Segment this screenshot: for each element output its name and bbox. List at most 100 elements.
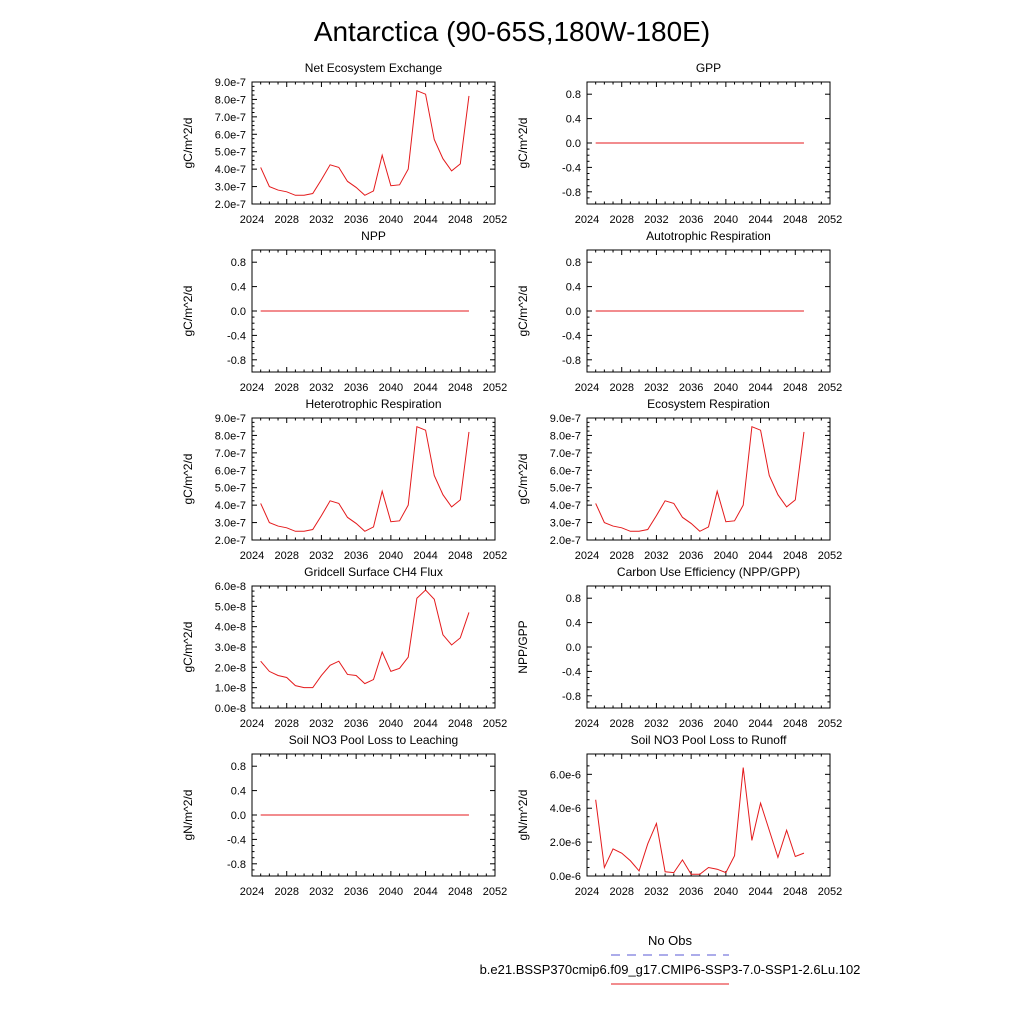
y-tick-label: 0.0 <box>231 810 246 822</box>
x-tick-label: 2028 <box>609 718 633 730</box>
x-tick-label: 2052 <box>483 886 507 898</box>
y-tick-label: -0.4 <box>562 162 581 174</box>
x-tick-label: 2036 <box>679 886 703 898</box>
y-tick-label: 0.8 <box>231 257 246 269</box>
y-tick-label: -0.4 <box>227 834 246 846</box>
y-tick-label: 0.0 <box>566 138 581 150</box>
y-tick-label: 0.8 <box>566 257 581 269</box>
x-tick-label: 2052 <box>818 382 842 394</box>
plot-frame <box>251 585 496 709</box>
x-tick-label: 2052 <box>818 718 842 730</box>
x-tick-label: 2024 <box>240 886 264 898</box>
y-tick-label: 0.4 <box>231 282 246 294</box>
panel-title: Gridcell Surface CH4 Flux <box>304 565 443 579</box>
x-tick-label: 2052 <box>818 214 842 226</box>
y-tick-label: 0.0 <box>566 642 581 654</box>
y-tick-label: 0.0e-6 <box>550 871 581 883</box>
y-tick-label: 0.0 <box>231 306 246 318</box>
y-axis-label: gC/m^2/d <box>181 622 195 673</box>
x-tick-label: 2044 <box>748 718 772 730</box>
y-tick-label: 0.4 <box>231 786 246 798</box>
panel-net-ecosystem-exchange: Net Ecosystem Exchange gC/m^2/d 2024 2028 20… <box>181 61 507 226</box>
panel-title: NPP <box>361 229 386 243</box>
x-tick-label: 2048 <box>448 718 472 730</box>
y-tick-label: 0.0 <box>566 306 581 318</box>
panel-title: Soil NO3 Pool Loss to Runoff <box>631 733 788 747</box>
y-axis-label: gN/m^2/d <box>516 790 530 841</box>
panel-heterotrophic-respiration: Heterotrophic Respiration gC/m^2/d 2024 202… <box>181 397 507 562</box>
y-tick-label: 0.0e-8 <box>215 703 246 715</box>
y-tick-label: -0.8 <box>227 859 246 871</box>
x-tick-label: 2032 <box>309 382 333 394</box>
x-tick-label: 2040 <box>714 550 738 562</box>
x-tick-label: 2032 <box>644 214 668 226</box>
series-line-1 <box>595 767 805 875</box>
y-tick-label: 0.4 <box>566 618 581 630</box>
x-tick-label: 2044 <box>413 886 437 898</box>
plot-frame <box>586 417 831 541</box>
y-tick-label: -0.4 <box>562 330 581 342</box>
x-tick-label: 2028 <box>274 886 298 898</box>
x-tick-label: 2044 <box>413 718 437 730</box>
x-tick-label: 2028 <box>609 886 633 898</box>
x-tick-label: 2040 <box>714 382 738 394</box>
y-tick-label: 4.0e-7 <box>215 500 246 512</box>
y-tick-label: 5.0e-8 <box>215 601 246 613</box>
y-tick-label: 6.0e-6 <box>550 769 581 781</box>
x-tick-label: 2028 <box>274 382 298 394</box>
y-tick-label: 3.0e-7 <box>550 518 581 530</box>
x-tick-label: 2032 <box>309 886 333 898</box>
x-tick-label: 2032 <box>309 550 333 562</box>
x-tick-label: 2048 <box>783 550 807 562</box>
y-tick-label: 2.0e-7 <box>215 535 246 547</box>
x-tick-label: 2040 <box>379 214 403 226</box>
series-line-1 <box>260 426 470 532</box>
panel-title: Autotrophic Respiration <box>646 229 771 243</box>
y-tick-label: 0.4 <box>566 282 581 294</box>
x-tick-label: 2048 <box>783 382 807 394</box>
plot-frame <box>586 753 831 877</box>
y-tick-label: 0.8 <box>566 89 581 101</box>
y-tick-label: 3.0e-7 <box>215 518 246 530</box>
y-tick-label: -0.8 <box>562 187 581 199</box>
x-tick-label: 2040 <box>714 886 738 898</box>
x-tick-label: 2036 <box>344 214 368 226</box>
y-tick-label: -0.4 <box>562 666 581 678</box>
y-tick-label: 3.0e-8 <box>215 642 246 654</box>
y-tick-label: 8.0e-7 <box>215 430 246 442</box>
series-line-1 <box>260 90 470 196</box>
panel-title: GPP <box>696 61 721 75</box>
y-axis-label: gC/m^2/d <box>516 286 530 337</box>
y-tick-label: 9.0e-7 <box>550 413 581 425</box>
x-tick-label: 2044 <box>413 214 437 226</box>
y-axis-label: gC/m^2/d <box>181 454 195 505</box>
x-tick-label: 2048 <box>448 214 472 226</box>
panel-title: Ecosystem Respiration <box>647 397 770 411</box>
y-tick-label: 1.0e-8 <box>215 683 246 695</box>
panels: Net Ecosystem Exchange gC/m^2/d 2024 2028 20… <box>181 61 842 898</box>
panel-autotrophic-respiration: Autotrophic Respiration gC/m^2/d 2024 2028 2… <box>516 229 842 394</box>
x-tick-label: 2032 <box>644 550 668 562</box>
y-tick-label: 5.0e-7 <box>215 483 246 495</box>
x-tick-label: 2040 <box>379 718 403 730</box>
x-tick-label: 2048 <box>783 718 807 730</box>
x-tick-label: 2036 <box>344 382 368 394</box>
y-tick-label: 0.8 <box>566 593 581 605</box>
legend-obs-label: No Obs <box>648 933 693 948</box>
panel-title: Carbon Use Efficiency (NPP/GPP) <box>617 565 800 579</box>
y-tick-label: -0.8 <box>227 355 246 367</box>
y-tick-label: 8.0e-7 <box>215 94 246 106</box>
y-tick-label: 7.0e-7 <box>215 112 246 124</box>
x-tick-label: 2028 <box>274 214 298 226</box>
panel-soil-no3-pool-loss-to-runoff: Soil NO3 Pool Loss to Runoff gN/m^2/d 2024… <box>516 733 842 898</box>
y-tick-label: 6.0e-7 <box>215 129 246 141</box>
y-axis-label: gC/m^2/d <box>516 118 530 169</box>
x-tick-label: 2048 <box>448 382 472 394</box>
x-tick-label: 2036 <box>344 718 368 730</box>
panel-title: Heterotrophic Respiration <box>305 397 441 411</box>
y-axis-label: gC/m^2/d <box>181 118 195 169</box>
x-tick-label: 2036 <box>679 214 703 226</box>
panel-title: Soil NO3 Pool Loss to Leaching <box>289 733 458 747</box>
panel-title: Net Ecosystem Exchange <box>305 61 443 75</box>
x-tick-label: 2040 <box>714 718 738 730</box>
